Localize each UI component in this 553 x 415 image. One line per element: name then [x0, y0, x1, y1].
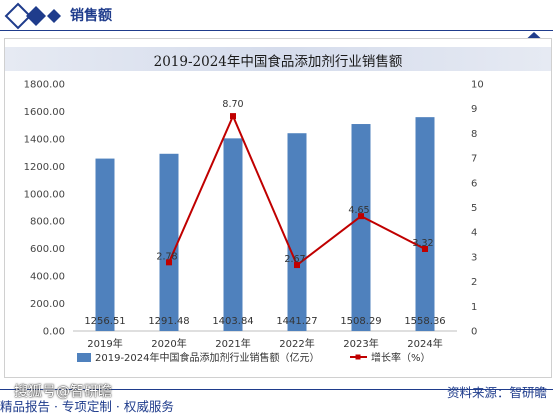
bar-value-label: 1558.36 — [404, 316, 445, 327]
y-left-tick-label: 600.00 — [30, 244, 65, 255]
y-left-tick-label: 1000.00 — [24, 189, 65, 200]
x-tick-label: 2024年 — [407, 337, 442, 350]
y-right-tick-label: 9 — [471, 104, 477, 115]
y-left-tick-label: 1600.00 — [24, 107, 65, 118]
y-right-tick-label: 1 — [471, 302, 477, 313]
y-right-tick-label: 5 — [471, 203, 477, 214]
bar — [223, 138, 243, 331]
footer-divider — [0, 389, 553, 390]
bar — [287, 133, 307, 331]
growth-value-label: 2.78 — [156, 251, 177, 262]
x-tick-label: 2023年 — [343, 337, 378, 350]
chart-title-bar — [5, 47, 551, 71]
header-divider — [0, 30, 553, 31]
bar — [95, 158, 115, 331]
y-right-tick-label: 7 — [471, 154, 477, 165]
x-tick-label: 2021年 — [215, 337, 250, 350]
y-right-tick-label: 6 — [471, 178, 477, 189]
growth-value-label: 8.70 — [222, 99, 243, 110]
bar — [415, 117, 435, 331]
watermark: 搜狐号@智研瞻 — [14, 384, 112, 400]
logo-diamonds-icon — [4, 2, 61, 30]
x-tick-label: 2022年 — [279, 337, 314, 350]
slogan: 精品报告 · 专项定制 · 权威服务 — [0, 399, 174, 414]
legend-bar-swatch — [77, 353, 91, 362]
bar — [351, 124, 371, 332]
y-right-tick-label: 8 — [471, 129, 477, 140]
growth-marker — [230, 113, 236, 120]
y-left-tick-label: 0.00 — [43, 327, 65, 338]
chart-title: 2019-2024年中国食品添加剂行业销售额 — [153, 54, 403, 70]
y-left-tick-label: 800.00 — [30, 217, 65, 228]
bar — [159, 153, 179, 331]
growth-marker — [422, 245, 428, 252]
bar-value-label: 1291.48 — [148, 316, 189, 327]
header-bar: 销售额 — [0, 0, 553, 30]
chart-panel: 2019-2024年中国食品添加剂行业销售额 0.00 200.00 400.00 6… — [4, 38, 552, 378]
source-note: 资料来源：智研瞻 — [446, 385, 547, 400]
growth-marker — [358, 213, 364, 220]
growth-value-label: 4.65 — [348, 205, 369, 216]
bar-value-label: 1441.27 — [276, 316, 317, 327]
section-title: 销售额 — [70, 8, 112, 24]
y-left-tick-label: 1800.00 — [24, 80, 65, 91]
growth-marker — [294, 262, 300, 269]
y-left-tick-label: 1200.00 — [24, 162, 65, 173]
y-right-tick-label: 2 — [471, 277, 477, 288]
y-right-tick-label: 3 — [471, 252, 477, 263]
chart-plot: 0.00 200.00 400.00 600.00 800.00 1000.00 1200.… — [24, 80, 484, 365]
x-tick-label: 2019年 — [87, 337, 122, 350]
y-right-tick-label: 10 — [471, 80, 484, 91]
legend-bar-label: 2019-2024年中国食品添加剂行业销售额（亿元） — [95, 351, 320, 364]
y-right-tick-label: 0 — [471, 327, 477, 338]
x-tick-label: 2020年 — [151, 337, 186, 350]
y-left-tick-label: 400.00 — [30, 272, 65, 283]
legend-line-marker — [355, 354, 361, 360]
y-left-tick-label: 1400.00 — [24, 134, 65, 145]
bar-value-label: 1256.51 — [84, 316, 125, 327]
legend-line-label: 增长率（%） — [371, 351, 431, 364]
growth-marker — [166, 259, 172, 266]
growth-value-label: 2.67 — [284, 254, 305, 265]
y-right-tick-label: 4 — [471, 228, 477, 239]
bar-value-label: 1508.29 — [340, 316, 381, 327]
y-left-tick-label: 200.00 — [30, 299, 65, 310]
growth-value-label: 3.32 — [412, 238, 433, 249]
bar-value-label: 1403.84 — [212, 316, 253, 327]
